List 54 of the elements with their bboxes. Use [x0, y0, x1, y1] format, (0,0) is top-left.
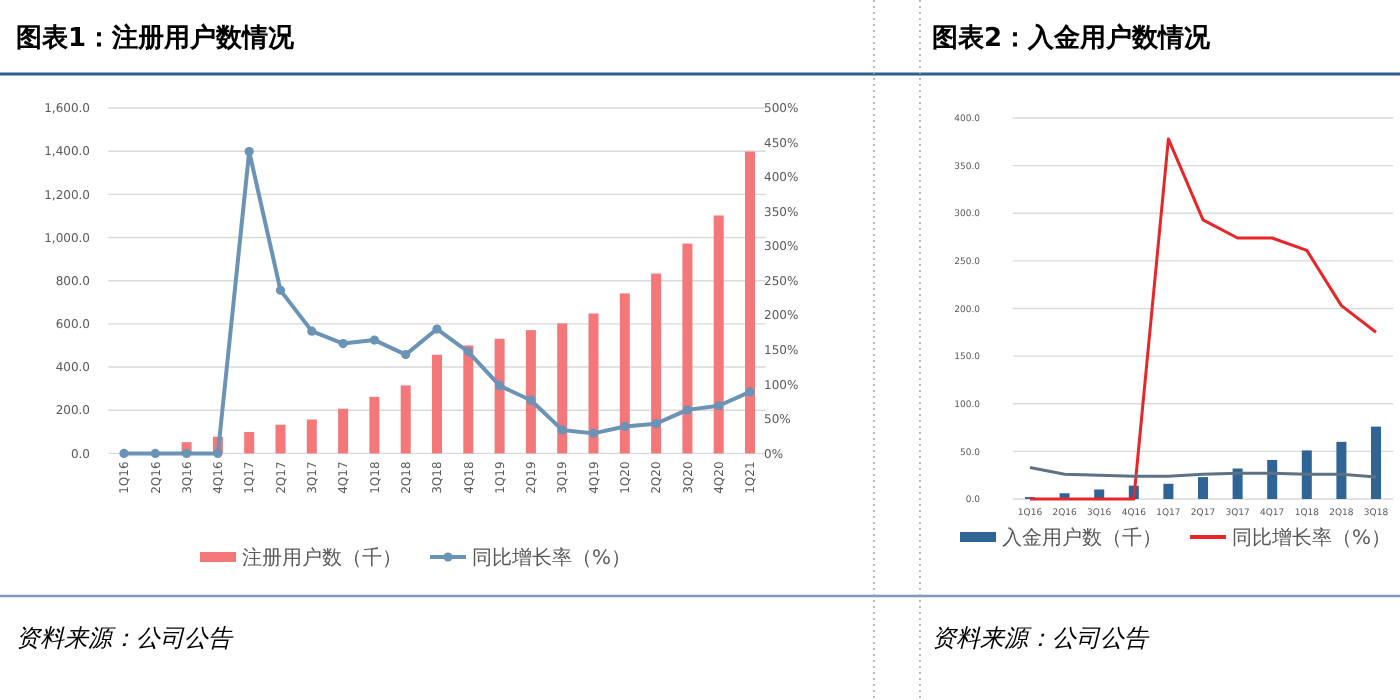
bar	[338, 408, 349, 454]
point	[307, 326, 317, 336]
bar	[588, 313, 599, 454]
point	[526, 395, 536, 405]
bar	[494, 338, 505, 454]
point	[557, 425, 567, 435]
legend-label: 入金用户数（千）	[1002, 526, 1162, 550]
point	[369, 335, 379, 345]
point	[745, 387, 755, 397]
point	[182, 448, 192, 458]
bar	[432, 354, 442, 454]
legend-label: 同比增长率（%）	[1232, 526, 1392, 550]
point	[588, 428, 599, 438]
point	[275, 285, 286, 295]
bar	[745, 151, 755, 454]
bar	[400, 385, 411, 454]
point	[682, 405, 692, 415]
point	[620, 421, 630, 432]
point	[714, 401, 724, 411]
bar	[306, 419, 317, 454]
bar	[275, 424, 286, 454]
legend-label: 同比增长率（%）	[472, 546, 632, 570]
bar	[1267, 459, 1278, 499]
bar	[1163, 483, 1174, 499]
bar	[1371, 426, 1381, 499]
bar	[244, 432, 255, 454]
point	[338, 338, 348, 349]
bar	[1336, 441, 1347, 499]
bar	[525, 330, 536, 454]
text: 资料来源：公司公告	[932, 624, 1150, 652]
bar	[1094, 489, 1105, 499]
legend-label: 注册用户数（千）	[242, 546, 402, 570]
point	[651, 419, 661, 429]
point	[150, 448, 160, 458]
bar	[463, 345, 474, 454]
line-series	[1028, 137, 1378, 501]
bar	[713, 215, 724, 454]
chart-title: 图表2：入金用户数情况	[932, 22, 1213, 54]
point	[495, 381, 505, 391]
point	[213, 448, 223, 458]
point	[244, 146, 254, 157]
bar	[1301, 450, 1312, 499]
bar	[557, 323, 568, 454]
point	[463, 347, 473, 357]
bar	[1198, 477, 1208, 499]
point	[119, 448, 129, 458]
bar	[619, 293, 630, 454]
bar	[682, 243, 693, 454]
bar	[369, 396, 380, 454]
text: 资料来源：公司公告	[16, 624, 234, 652]
point	[401, 350, 411, 360]
bar	[651, 273, 662, 454]
chart-title: 图表1：注册用户数情况	[16, 22, 297, 54]
point	[432, 324, 442, 334]
